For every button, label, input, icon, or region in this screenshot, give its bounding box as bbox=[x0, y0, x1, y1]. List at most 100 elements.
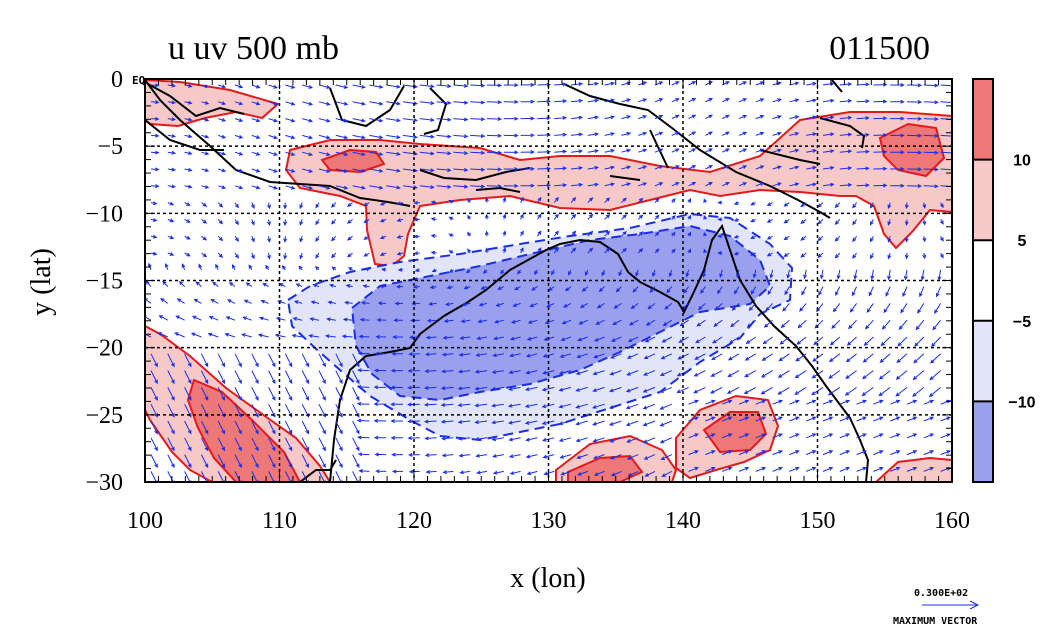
wind-vector bbox=[393, 318, 404, 323]
wind-vector bbox=[923, 167, 939, 172]
wind-vector bbox=[660, 353, 673, 360]
wind-vector bbox=[609, 386, 622, 393]
wind-vector bbox=[755, 98, 765, 103]
wind-vector bbox=[234, 185, 244, 190]
wind-vector bbox=[688, 81, 697, 86]
wind-vector bbox=[604, 148, 616, 153]
wind-vector bbox=[766, 202, 773, 206]
wind-vector bbox=[200, 454, 209, 469]
wind-vector bbox=[357, 452, 370, 457]
wind-vector bbox=[839, 399, 851, 405]
wind-vector bbox=[328, 283, 336, 288]
wind-vector bbox=[392, 335, 404, 340]
wind-vector bbox=[730, 319, 740, 328]
wind-vector bbox=[443, 318, 454, 323]
wind-vector bbox=[769, 269, 774, 279]
wind-vector bbox=[738, 466, 750, 472]
wind-vector bbox=[520, 247, 524, 254]
wind-vector bbox=[507, 420, 521, 425]
wind-vector bbox=[748, 303, 757, 312]
wind-vector bbox=[457, 369, 471, 374]
wind-vector bbox=[543, 470, 555, 476]
wind-vector bbox=[364, 267, 370, 272]
wind-vector bbox=[806, 98, 818, 103]
wind-vector bbox=[184, 370, 192, 385]
wind-vector bbox=[373, 418, 387, 423]
wind-vector bbox=[184, 117, 193, 122]
wind-vector bbox=[906, 466, 918, 472]
wind-vector bbox=[587, 98, 600, 103]
wind-vector bbox=[391, 351, 404, 356]
wind-vector bbox=[486, 184, 503, 189]
wind-vector bbox=[302, 118, 314, 123]
wind-vector bbox=[248, 264, 253, 271]
wind-vector bbox=[470, 150, 486, 155]
wind-vector bbox=[570, 98, 584, 103]
wind-vector bbox=[570, 182, 584, 187]
wind-vector bbox=[592, 386, 605, 392]
wind-vector bbox=[419, 117, 435, 122]
wind-vector bbox=[688, 181, 697, 187]
wind-vector bbox=[654, 148, 664, 153]
wind-vector bbox=[251, 185, 261, 190]
wind-vector bbox=[386, 134, 401, 140]
wind-vector bbox=[234, 454, 242, 469]
wind-vector bbox=[904, 202, 909, 210]
wind-vector bbox=[668, 269, 673, 278]
wind-vector bbox=[570, 82, 584, 87]
wind-vector bbox=[693, 386, 706, 394]
wind-vector bbox=[777, 370, 790, 378]
wind-vector bbox=[671, 98, 680, 103]
wind-vector bbox=[575, 370, 588, 375]
wind-vector bbox=[474, 369, 488, 374]
wind-vector bbox=[369, 168, 384, 173]
wind-vector bbox=[560, 470, 572, 476]
wind-vector bbox=[848, 319, 857, 330]
wind-vector bbox=[228, 282, 236, 287]
wind-vector bbox=[218, 134, 227, 139]
wind-vector bbox=[839, 132, 853, 137]
wind-vector bbox=[745, 336, 757, 345]
wind-vector bbox=[604, 132, 616, 136]
wind-vector bbox=[869, 219, 874, 226]
wind-vector bbox=[789, 132, 800, 136]
wind-vector bbox=[839, 166, 853, 171]
wind-vector bbox=[587, 230, 594, 237]
wind-vector bbox=[184, 420, 192, 435]
colorbar-segment bbox=[973, 320, 993, 402]
wind-vector bbox=[184, 387, 192, 401]
wind-vector bbox=[738, 165, 748, 170]
wind-vector bbox=[783, 235, 790, 241]
wind-vector bbox=[352, 387, 360, 401]
wind-vector bbox=[856, 82, 870, 87]
wind-vector bbox=[150, 387, 158, 401]
wind-vector bbox=[626, 437, 639, 443]
wind-vector bbox=[832, 303, 841, 313]
wind-vector bbox=[789, 98, 800, 103]
wind-vector bbox=[575, 420, 588, 426]
wind-vector bbox=[318, 151, 331, 157]
wind-vector bbox=[526, 336, 538, 341]
wind-vector bbox=[831, 319, 841, 329]
wind-vector bbox=[251, 219, 255, 226]
wind-vector bbox=[318, 84, 331, 89]
wind-vector bbox=[268, 353, 276, 368]
wind-vector bbox=[453, 184, 469, 189]
wind-vector bbox=[379, 218, 387, 223]
wind-vector bbox=[915, 319, 925, 331]
wind-vector bbox=[408, 469, 420, 474]
wind-vector bbox=[923, 466, 935, 472]
wind-vector bbox=[558, 386, 572, 392]
wind-vector bbox=[234, 84, 244, 89]
wind-vector bbox=[299, 252, 304, 260]
wind-vector bbox=[201, 151, 210, 156]
wind-vector bbox=[457, 386, 471, 391]
wind-vector bbox=[789, 115, 800, 120]
wind-vector bbox=[184, 437, 192, 452]
wind-vector bbox=[694, 353, 706, 360]
wind-vector bbox=[554, 99, 568, 104]
y-tick-label: 0 bbox=[111, 67, 123, 93]
wind-vector bbox=[873, 99, 888, 104]
wind-vector bbox=[554, 149, 568, 154]
wind-vector bbox=[167, 134, 177, 138]
